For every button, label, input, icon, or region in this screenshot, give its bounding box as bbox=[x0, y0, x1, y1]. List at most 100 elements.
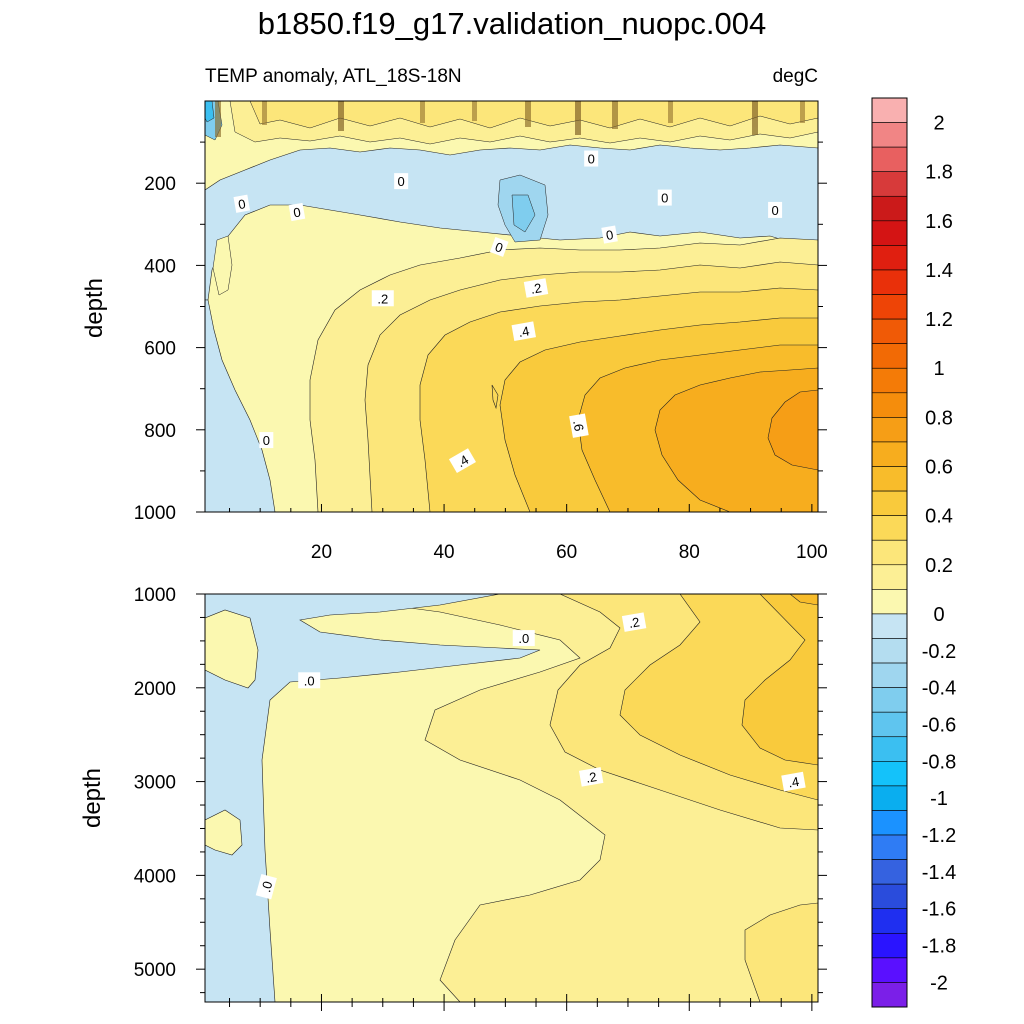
colorbar-box bbox=[871, 417, 908, 443]
units-label: degC bbox=[773, 66, 818, 87]
level-0-island bbox=[205, 809, 243, 856]
contour-label-bg bbox=[569, 413, 589, 438]
contour-label-bg bbox=[512, 630, 535, 647]
contour-label-text: .4 bbox=[517, 323, 530, 340]
contour-label-text: .0 bbox=[304, 673, 315, 688]
colorbar-box bbox=[871, 638, 908, 664]
colorbar-box bbox=[871, 662, 908, 688]
contour-label-bg bbox=[584, 150, 599, 167]
contour-label-bg bbox=[255, 873, 277, 900]
colorbar-box bbox=[871, 122, 908, 148]
y-tick-label: 3000 bbox=[134, 773, 176, 794]
contour-label-text: .6 bbox=[570, 419, 587, 432]
colorbar-label: -2 bbox=[930, 972, 948, 994]
colorbar-label: 0.2 bbox=[925, 555, 953, 577]
upper-contour-labels: 0 0 0 0 0 0 0 0 .2 .2 .4 .6 .4 0 bbox=[233, 150, 783, 474]
colorbar-label: -0.6 bbox=[922, 714, 956, 736]
colorbar-box bbox=[871, 146, 908, 173]
contour-label-text: 0 bbox=[493, 239, 505, 256]
upper-axes: 20 40 60 80 100 200 400 600 800 1000 bbox=[134, 141, 828, 563]
lower-contour-plot bbox=[205, 594, 818, 1002]
contour-label-text: .2 bbox=[377, 291, 388, 306]
colorbar-box bbox=[871, 736, 908, 762]
upper-contour-plot bbox=[205, 101, 818, 512]
colorbar-box bbox=[871, 441, 908, 467]
contour-label-bg bbox=[523, 278, 549, 298]
contour-label-bg bbox=[394, 173, 409, 190]
colorbar-label: 1.2 bbox=[925, 309, 953, 331]
colorbar-label: -1.6 bbox=[922, 899, 956, 921]
colorbar-box bbox=[871, 687, 908, 713]
contour-label-bg bbox=[259, 432, 274, 449]
colorbar-box bbox=[871, 613, 908, 639]
contour-label-bg bbox=[768, 201, 783, 218]
contour-label-text: .0 bbox=[518, 631, 529, 646]
y-tick-label: 800 bbox=[144, 421, 176, 442]
contour-label-bg bbox=[511, 321, 536, 341]
y-tick-label: 200 bbox=[144, 174, 176, 195]
contour-label: .4 bbox=[511, 321, 536, 341]
lower-axes: 1000 2000 3000 4000 5000 bbox=[134, 585, 827, 1011]
colorbar-box bbox=[871, 220, 908, 246]
small-contour-loop bbox=[491, 384, 499, 410]
colorbar-label: 0.4 bbox=[925, 506, 953, 528]
contour-label-text: 0 bbox=[661, 191, 668, 206]
colorbar-label: 0.8 bbox=[925, 407, 953, 429]
colorbar-label: 0 bbox=[933, 604, 944, 626]
x-tick-label: 20 bbox=[311, 542, 332, 563]
contour-label-text: .0 bbox=[258, 880, 275, 894]
level-negative-blob bbox=[205, 101, 215, 123]
contour-label-text: .2 bbox=[628, 614, 641, 631]
lower-contour-labels: .0 .0 .2 .2 .4 .0 bbox=[255, 612, 806, 900]
contour-label-bg bbox=[371, 290, 394, 307]
colorbar-box bbox=[871, 195, 908, 222]
colorbar-label: -0.2 bbox=[922, 641, 956, 663]
colorbar-box bbox=[871, 97, 908, 123]
x-tick-label: 80 bbox=[679, 542, 700, 563]
level-0.4-band bbox=[741, 594, 818, 766]
contour-label: 0 bbox=[233, 194, 251, 213]
colorbar-box bbox=[871, 564, 908, 590]
contour-label: 0 bbox=[601, 225, 618, 244]
colorbar-box bbox=[871, 515, 908, 541]
colorbar-label: -1.2 bbox=[922, 825, 956, 847]
contour-label: 0 bbox=[584, 150, 599, 167]
colorbar-box bbox=[871, 466, 908, 492]
colorbar-box bbox=[871, 589, 908, 615]
lower-y-axis-title: depth bbox=[79, 768, 106, 828]
colorbar-box bbox=[871, 761, 908, 787]
colorbar-box bbox=[871, 318, 908, 344]
colorbar-label: -0.8 bbox=[922, 751, 956, 773]
contour-label-bg bbox=[621, 612, 647, 632]
contour-label: 0 bbox=[768, 201, 783, 218]
colorbar-frame bbox=[871, 97, 908, 1008]
colorbar-box bbox=[871, 490, 908, 516]
level-0.7-interior bbox=[654, 367, 818, 512]
colorbar-label: -1.4 bbox=[922, 862, 956, 884]
upper-y-axis-title: depth bbox=[81, 278, 108, 338]
colorbar-box bbox=[871, 294, 908, 320]
colorbar-label: -1.8 bbox=[922, 936, 956, 958]
contour-label-text: 0 bbox=[292, 204, 302, 220]
y-tick-label: 1000 bbox=[134, 585, 176, 606]
colorbar-box bbox=[871, 392, 908, 418]
y-tick-label: 4000 bbox=[134, 866, 176, 887]
colorbar-label: 1.6 bbox=[925, 211, 953, 233]
colorbar-box bbox=[871, 982, 908, 1008]
level-0.8-interior bbox=[767, 389, 818, 471]
level-negative-blob bbox=[511, 194, 536, 233]
colorbar-box bbox=[871, 810, 908, 836]
colorbar-box bbox=[871, 539, 908, 566]
colorbar-box bbox=[871, 711, 908, 738]
y-tick-label: 600 bbox=[144, 339, 176, 360]
level-0.4-surface bbox=[249, 101, 818, 129]
colorbar-label: -0.4 bbox=[922, 678, 956, 700]
contour-label: 0 bbox=[288, 202, 306, 222]
contour-label-bg bbox=[233, 194, 251, 213]
level-negative-left-wall bbox=[205, 299, 276, 512]
y-tick-label: 400 bbox=[144, 256, 176, 277]
colorbar-box bbox=[871, 269, 908, 295]
surface-streaks bbox=[215, 101, 805, 137]
upper-panel-title: TEMP anomaly, ATL_18S-18N bbox=[205, 66, 462, 87]
colorbar-box bbox=[871, 343, 908, 369]
